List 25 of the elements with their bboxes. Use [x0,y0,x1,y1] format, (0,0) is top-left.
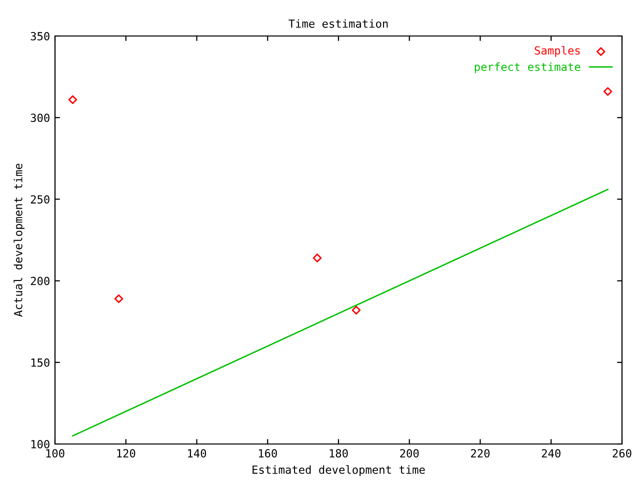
x-tick-label: 240 [542,449,560,458]
point [603,87,612,96]
x-tick-label: 100 [46,449,64,458]
point [312,254,322,262]
y-tick-label: 300 [30,114,50,122]
point [114,294,124,304]
x-tick-label: 260 [612,449,632,458]
x-tick-label: 180 [330,449,348,458]
y-tick-label: 350 [30,32,50,40]
y-tick-label: 100 [31,440,50,448]
x-tick-label: 200 [400,449,419,458]
y-tick-label: 200 [30,276,50,286]
legend-label: Samples [534,46,580,57]
chart-title: Time estimation [288,19,388,28]
point [68,95,78,104]
x-tick-label: 160 [258,449,277,458]
x-axis-title: Estimated development time [252,465,425,476]
y-tick-label: 250 [30,195,50,204]
x-tick-label: 140 [188,449,206,458]
y-axis-title: Actual development time [14,164,25,317]
x-tick-label: 220 [471,449,490,458]
legend-label: perfect estimate [474,62,580,74]
y-tick-label: 150 [31,358,50,367]
x-tick-label: 120 [117,449,136,458]
point [352,306,361,315]
